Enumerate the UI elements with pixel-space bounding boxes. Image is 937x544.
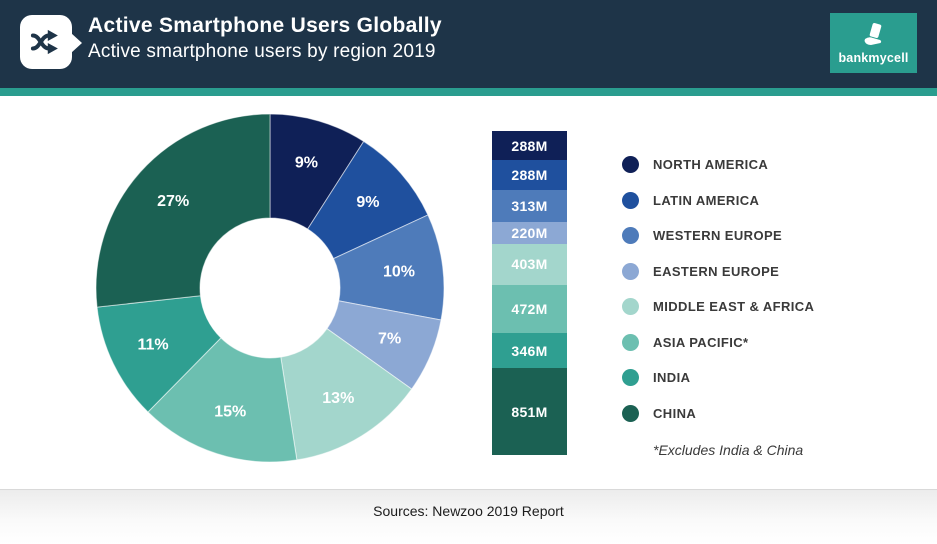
donut-slice-china [95, 113, 271, 308]
bar-segment-western-europe: 313M [492, 189, 567, 222]
donut-percent-label-china: 27% [157, 193, 189, 210]
bar-segment-latin-america: 288M [492, 160, 567, 190]
donut-chart: 9% 9% 10% 7% 13% 15% 11% 27% [95, 113, 445, 463]
donut-slice-asia-pacific [147, 337, 298, 463]
bar-segment-india: 346M [492, 333, 567, 369]
bar-value-label: 288M [511, 137, 548, 154]
stacked-bar: 288M 288M 313M 220M 403M 472M 346M 851M [492, 131, 567, 455]
donut-percent-label-western-europe: 10% [383, 263, 415, 280]
legend-dot-asia-pacific [622, 333, 639, 351]
legend-item-india: INDIA [622, 360, 922, 396]
bar-value-label: 346M [511, 342, 548, 359]
brand-name: bankmycell [838, 50, 909, 65]
legend-item-eastern-europe: EASTERN EUROPE [622, 254, 922, 290]
bar-value-label: 403M [511, 256, 548, 273]
legend-item-china: CHINA [622, 396, 922, 432]
legend-dot-india [622, 369, 639, 387]
bar-value-label: 472M [511, 301, 548, 318]
header-bar: Active Smartphone Users Globally Active … [0, 0, 937, 88]
page-subtitle: Active smartphone users by region 2019 [88, 41, 436, 63]
bar-segment-asia-pacific: 472M [492, 284, 567, 334]
bar-value-label: 220M [511, 224, 548, 241]
bar-segment-north-america: 288M [492, 131, 567, 161]
legend-item-latin-america: LATIN AMERICA [622, 183, 922, 219]
bar-value-label: 851M [511, 403, 548, 420]
legend-dot-north-america [622, 156, 639, 174]
shuffle-icon [30, 29, 58, 55]
legend-dot-middle-east-africa [622, 298, 639, 316]
bar-segment-china: 851M [492, 368, 567, 455]
legend-label: ASIA PACIFIC* [653, 334, 749, 350]
legend-label: EASTERN EUROPE [653, 263, 780, 279]
page-title: Active Smartphone Users Globally [88, 14, 442, 37]
legend-label: INDIA [653, 370, 691, 386]
legend-dot-latin-america [622, 191, 639, 209]
legend-item-middle-east-africa: MIDDLE EAST & AFRICA [622, 289, 922, 325]
legend-item-asia-pacific: ASIA PACIFIC* [622, 325, 922, 361]
donut-percent-label-north-america: 9% [295, 155, 318, 172]
bar-value-label: 313M [511, 197, 548, 214]
donut-percent-label-eastern-europe: 7% [378, 330, 401, 347]
donut-percent-label-india: 11% [137, 336, 168, 353]
bar-segment-middle-east-africa: 403M [492, 243, 567, 285]
legend-label: NORTH AMERICA [653, 157, 769, 173]
legend-item-western-europe: WESTERN EUROPE [622, 218, 922, 254]
footer-bar: Sources: Newzoo 2019 Report [0, 489, 937, 544]
legend-label: LATIN AMERICA [653, 192, 760, 208]
legend-footnote: *Excludes India & China [653, 442, 804, 458]
accent-stripe [0, 88, 937, 96]
brand-logo: bankmycell [830, 13, 917, 73]
badge-pointer [71, 33, 82, 53]
legend-dot-china [622, 404, 639, 422]
donut-percent-label-latin-america: 9% [356, 194, 379, 211]
legend-label: CHINA [653, 405, 697, 421]
shuffle-badge [20, 15, 72, 69]
legend-item-north-america: NORTH AMERICA [622, 147, 922, 183]
donut-percent-label-middle-east-africa: 13% [322, 390, 354, 407]
hand-phone-icon [864, 22, 881, 45]
bar-value-label: 288M [511, 166, 548, 183]
legend-label: WESTERN EUROPE [653, 228, 783, 244]
bar-segment-eastern-europe: 220M [492, 221, 567, 244]
donut-percent-label-asia-pacific: 15% [214, 403, 246, 420]
sources-text: Sources: Newzoo 2019 Report [373, 503, 564, 519]
legend-dot-western-europe [622, 227, 639, 245]
legend-label: MIDDLE EAST & AFRICA [653, 299, 815, 315]
legend-dot-eastern-europe [622, 262, 639, 280]
donut-slice-middle-east-africa [280, 327, 413, 461]
legend: NORTH AMERICA LATIN AMERICA WESTERN EUROPE… [622, 147, 922, 458]
